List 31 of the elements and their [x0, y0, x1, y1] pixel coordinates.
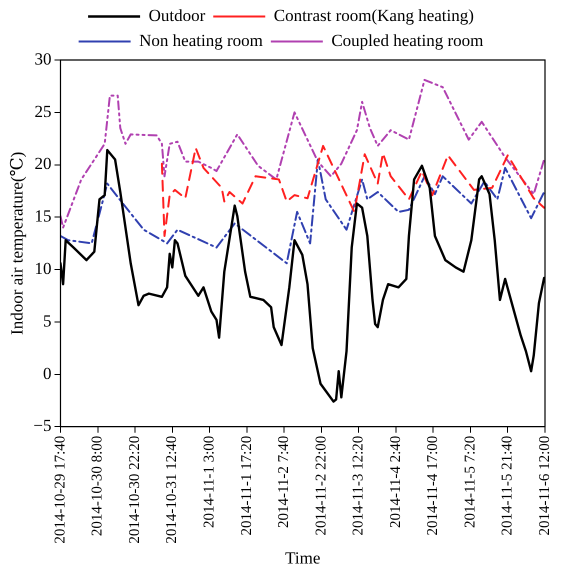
x-tick-label: 2014-10-29 17:40 [52, 436, 68, 544]
line-series [60, 158, 545, 264]
x-tick-label: 2014-11-1 3:00 [202, 436, 218, 528]
line-series [160, 144, 545, 238]
x-axis-title: Time [285, 548, 320, 568]
y-tick-label: 5 [42, 311, 52, 330]
x-tick-label: 2014-11-5 21:40 [500, 436, 516, 536]
legend-label: Outdoor [148, 6, 206, 25]
legend-label: Coupled heating room [331, 30, 484, 50]
legend-label: Non heating room [139, 30, 263, 50]
x-tick-label: 2014-11-4 2:40 [388, 436, 404, 528]
y-axis-title: Indoor air temperature(℃) [8, 152, 27, 335]
legend-label: Contrast room(Kang heating) [274, 6, 474, 25]
y-tick-label: 10 [34, 259, 52, 278]
x-tick-label: 2014-10-30 8:00 [90, 436, 106, 536]
x-tick-label: 2014-11-5 7:20 [462, 436, 478, 528]
y-tick-label: 0 [42, 364, 52, 383]
y-tick-label: 25 [34, 102, 52, 121]
y-tick-label: −5 [33, 416, 52, 436]
x-tick-label: 2014-11-2 22:00 [313, 436, 330, 536]
x-tick-label: 2014-11-1 17:20 [238, 436, 255, 536]
x-tick-label: 2014-11-4 17:00 [425, 436, 442, 536]
x-tick-label: 2014-10-30 22:20 [126, 436, 143, 544]
x-tick-label: 2014-10-31 12:40 [164, 436, 180, 544]
x-tick-label: 2014-11-6 12:00 [536, 436, 553, 536]
y-tick-label: 15 [34, 206, 52, 226]
y-tick-label: 20 [34, 154, 52, 174]
y-tick-label: 30 [34, 49, 52, 68]
x-tick-label: 2014-11-2 7:40 [276, 436, 292, 528]
line-series [60, 78, 545, 229]
x-tick-label: 2014-11-3 12:20 [350, 436, 367, 536]
